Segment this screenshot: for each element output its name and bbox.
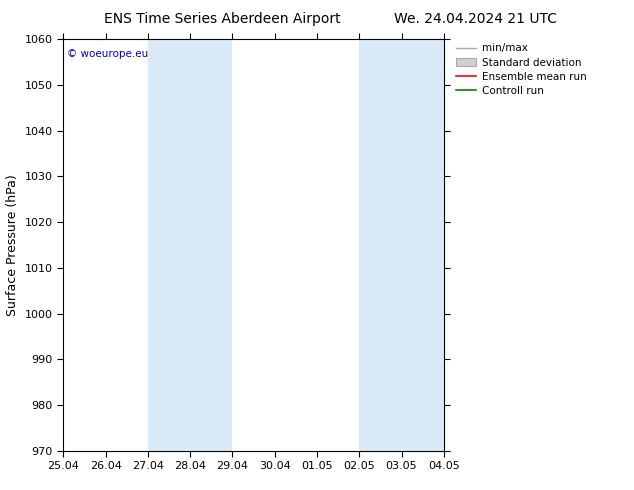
Bar (359, 39, 465, 451)
Text: ENS Time Series Aberdeen Airport: ENS Time Series Aberdeen Airport (103, 12, 340, 26)
Text: © woeurope.eu: © woeurope.eu (67, 49, 148, 59)
Legend: min/max, Standard deviation, Ensemble mean run, Controll run: min/max, Standard deviation, Ensemble me… (451, 39, 590, 100)
Y-axis label: Surface Pressure (hPa): Surface Pressure (hPa) (6, 174, 19, 316)
Bar (148, 39, 233, 451)
Text: We. 24.04.2024 21 UTC: We. 24.04.2024 21 UTC (394, 12, 557, 26)
